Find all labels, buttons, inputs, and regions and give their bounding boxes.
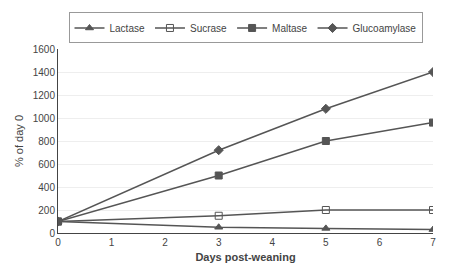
svg-text:% of day 0: % of day 0: [13, 115, 25, 167]
svg-text:0: 0: [49, 228, 55, 239]
svg-text:6: 6: [377, 237, 383, 248]
svg-text:Sucrase: Sucrase: [190, 23, 227, 34]
svg-text:2: 2: [162, 237, 168, 248]
svg-text:Lactase: Lactase: [110, 23, 145, 34]
svg-text:1400: 1400: [33, 67, 56, 78]
svg-text:600: 600: [38, 159, 55, 170]
svg-text:Maltase: Maltase: [272, 23, 307, 34]
svg-text:0: 0: [55, 237, 61, 248]
svg-text:3: 3: [216, 237, 222, 248]
svg-text:Glucoamylase: Glucoamylase: [353, 23, 417, 34]
svg-text:800: 800: [38, 136, 55, 147]
svg-text:Days post-weaning: Days post-weaning: [195, 251, 295, 263]
svg-text:7: 7: [430, 237, 436, 248]
svg-text:1000: 1000: [33, 113, 56, 124]
svg-text:1200: 1200: [33, 90, 56, 101]
svg-text:4: 4: [270, 237, 276, 248]
svg-text:1600: 1600: [33, 44, 56, 55]
svg-text:200: 200: [38, 205, 55, 216]
svg-text:1: 1: [109, 237, 115, 248]
svg-text:400: 400: [38, 182, 55, 193]
svg-text:5: 5: [323, 237, 329, 248]
